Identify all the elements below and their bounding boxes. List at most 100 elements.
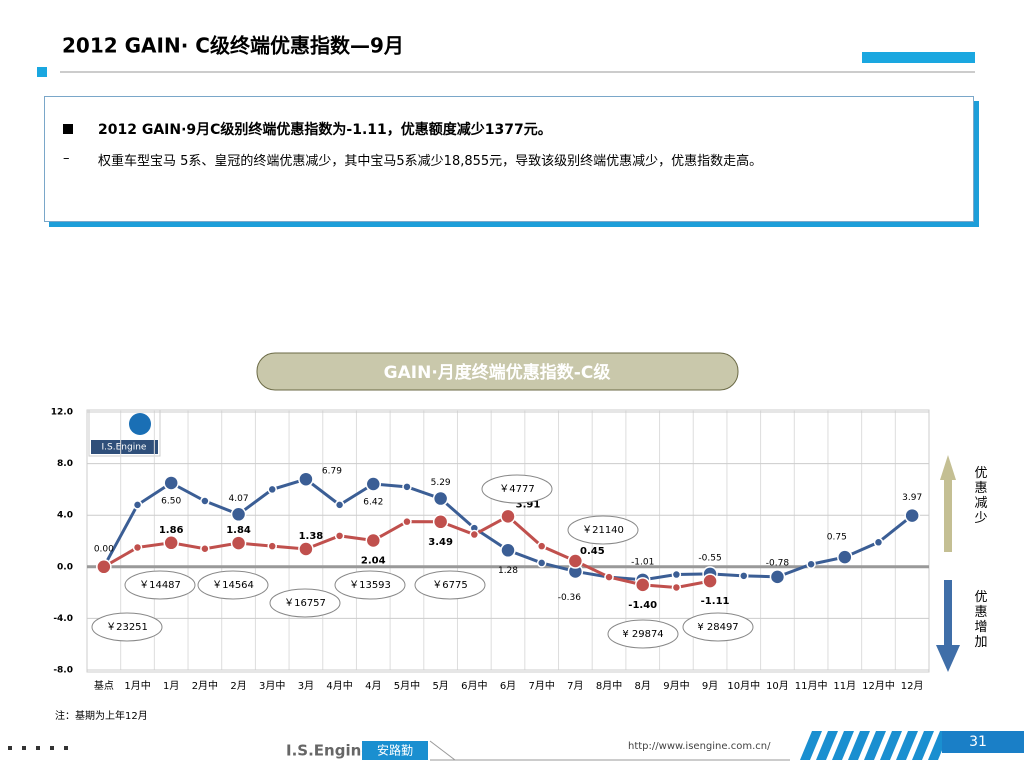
down-arrow (936, 580, 960, 672)
value-label: -1.11 (701, 596, 730, 607)
point (298, 471, 314, 487)
point (267, 541, 277, 551)
point (904, 507, 920, 524)
note: 注：基期为上年12月 (55, 709, 148, 722)
point (671, 569, 682, 580)
x-tick-label: 基点 (93, 681, 114, 692)
y-tick-label: 0.0 (57, 562, 73, 572)
callout-text: ￥21140 (582, 525, 624, 536)
point (500, 508, 516, 525)
callout (607, 619, 679, 649)
point (298, 541, 314, 557)
footer-brand-cn: 安路勤 (377, 743, 413, 758)
stripe (864, 731, 886, 760)
callout (124, 570, 196, 600)
point (432, 490, 449, 507)
page-box (942, 731, 1024, 753)
stripe (880, 731, 902, 760)
bullet-square (63, 124, 73, 134)
y-tick-label: 4.0 (57, 511, 73, 521)
callout (269, 588, 341, 618)
x-tick-label: 6月中 (461, 681, 488, 692)
point (163, 535, 179, 551)
point (806, 559, 816, 569)
logo-band (91, 440, 158, 454)
stripes (800, 731, 950, 760)
x-tick-label: 12月 (900, 681, 924, 692)
point (96, 559, 112, 575)
value-label: 3.97 (902, 493, 922, 503)
value-label: -0.55 (698, 553, 721, 563)
x-tick-label: 11月中 (794, 681, 828, 692)
stripe (816, 731, 838, 760)
footer-url: http://www.isengine.com.cn/ (628, 741, 771, 752)
stripe (896, 731, 918, 760)
y-tick-label: 8.0 (57, 459, 73, 469)
up-arrow (940, 455, 956, 552)
callout-text: ￥16757 (284, 598, 326, 609)
point (500, 542, 516, 559)
footer-brand: I.S.Engine (286, 742, 371, 760)
arrow-label: 优惠增加 (974, 590, 988, 650)
callout-text: ￥23251 (106, 622, 148, 633)
value-label: 6.42 (363, 497, 383, 507)
dot (22, 746, 26, 750)
y-tick-label: -8.0 (53, 666, 73, 676)
value-label: -0.78 (766, 558, 790, 568)
point (365, 476, 382, 492)
stripe (832, 731, 854, 760)
point (163, 475, 179, 491)
point (634, 577, 651, 593)
summary-bullet: 2012 GAIN·9月C级别终端优惠指数为-1.11，优惠额度减少1377元。 (98, 122, 552, 138)
dot (8, 746, 12, 750)
x-tick-label: 1月中 (124, 681, 151, 692)
dot (50, 746, 54, 750)
logo-mark (129, 413, 151, 435)
arrow-label: 优惠减少 (974, 466, 988, 526)
callout-text: ¥ 29874 (622, 629, 663, 640)
point (334, 531, 345, 541)
logo-text: I.S.Engine (102, 443, 147, 453)
x-tick-label: 5月 (432, 681, 449, 692)
value-label: 2.04 (361, 555, 386, 566)
x-tick-label: 2月 (230, 681, 247, 692)
accent-bar (862, 52, 975, 63)
callout (481, 474, 553, 504)
page-number: 31 (969, 734, 987, 750)
value-label: 3.49 (428, 537, 453, 548)
point (402, 482, 412, 492)
point (230, 535, 247, 551)
callout-text: ￥14487 (139, 580, 181, 591)
x-tick-label: 10月 (766, 681, 789, 692)
value-label: 4.07 (229, 494, 249, 504)
value-label: 1.28 (498, 566, 518, 576)
dot (64, 746, 68, 750)
callout (91, 612, 163, 642)
x-tick-label: 9月中 (663, 681, 690, 692)
point (536, 558, 547, 568)
x-tick-label: 3月中 (259, 681, 286, 692)
y-tick-label: 12.0 (51, 408, 73, 418)
value-label: 1.38 (299, 531, 324, 542)
brand-cn-box (362, 741, 428, 760)
callout-text: ¥ 28497 (697, 622, 738, 633)
x-tick-label: 6月 (499, 681, 517, 692)
x-tick-label: 12月中 (862, 681, 895, 692)
footer-slash (429, 740, 456, 761)
point (267, 484, 277, 495)
point (702, 573, 718, 589)
value-label: 1.86 (159, 525, 184, 536)
x-tick-label: 10月中 (727, 681, 761, 692)
value-label: 3.91 (516, 499, 541, 510)
point (604, 572, 614, 582)
point (200, 496, 210, 506)
point (469, 529, 480, 540)
callout-text: ￥4777 (499, 484, 534, 495)
plot-frame (86, 409, 930, 673)
callout (682, 612, 754, 642)
stripe (848, 731, 870, 760)
x-tick-label: 8月中 (595, 681, 623, 692)
footer: I.S.Engine 安路勤 http://www.isengine.com.c… (8, 731, 1024, 761)
value-label: 6.79 (322, 467, 342, 477)
